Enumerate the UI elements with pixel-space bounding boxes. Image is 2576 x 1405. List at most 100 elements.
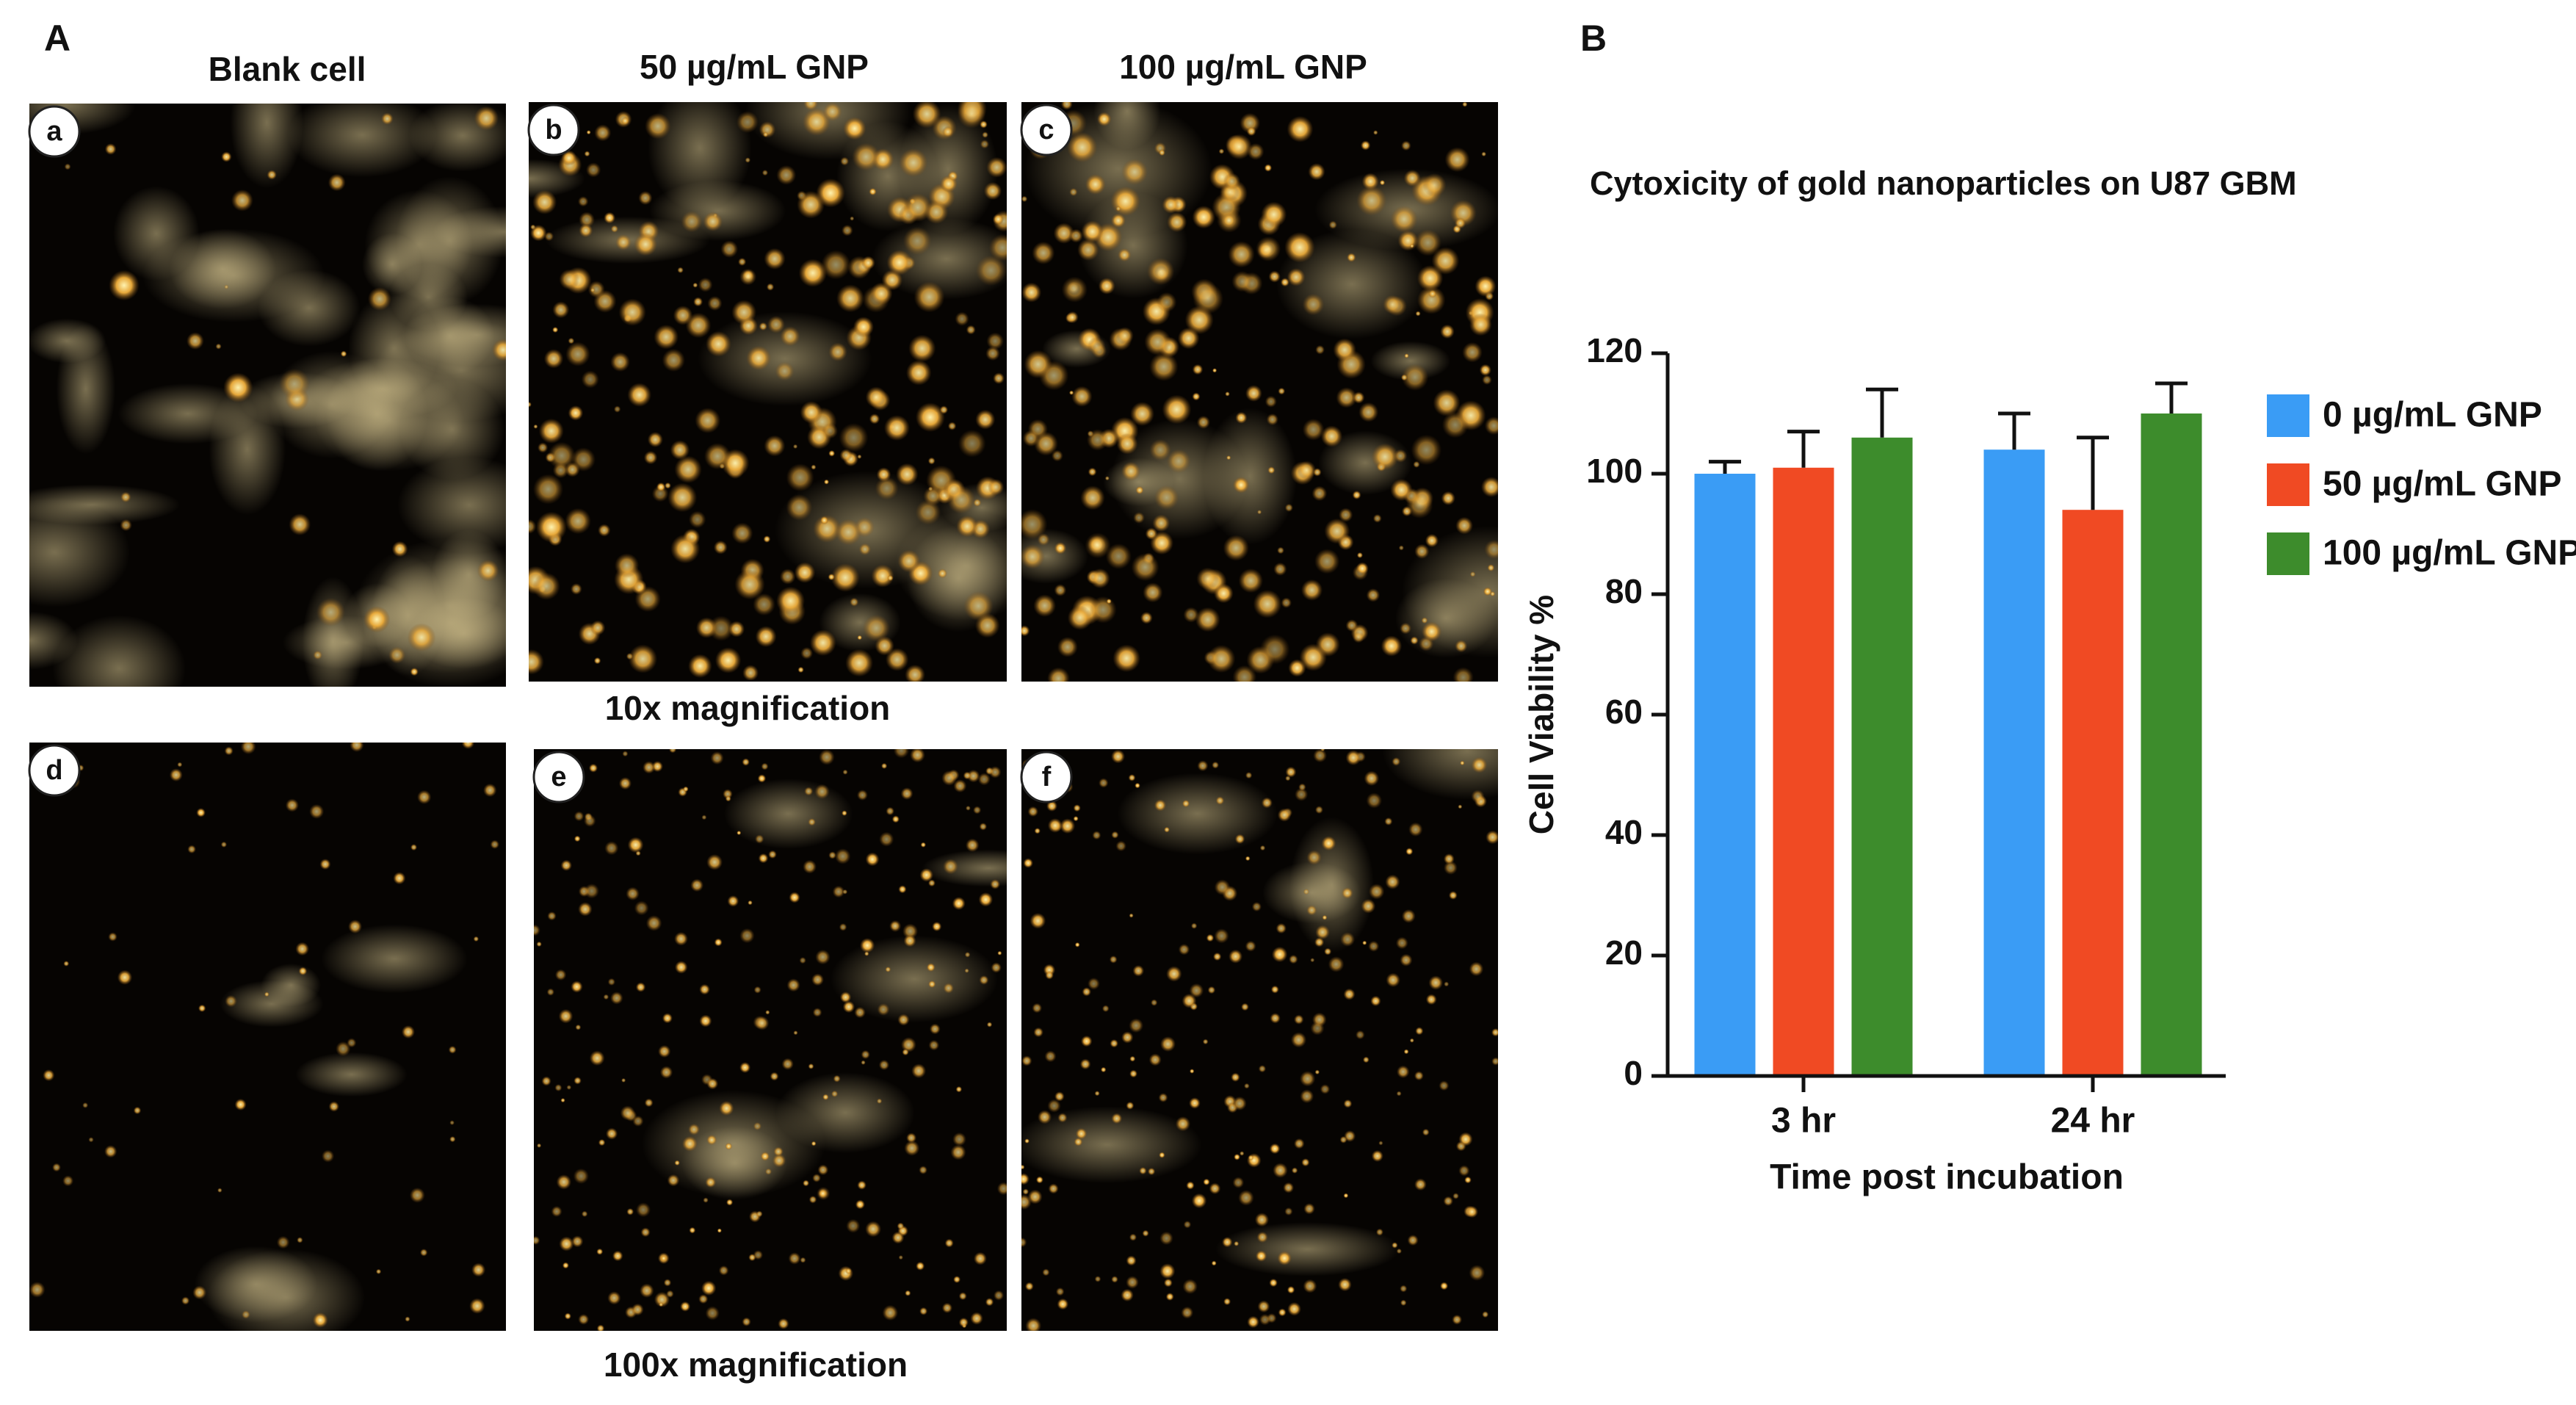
particle <box>1414 1071 1424 1081</box>
particle <box>1452 667 1474 682</box>
particle <box>1150 999 1158 1006</box>
particle <box>1162 195 1180 214</box>
particle <box>662 348 685 372</box>
particle <box>614 553 640 578</box>
particle <box>1256 236 1281 262</box>
particle <box>589 1050 605 1066</box>
particle <box>1321 836 1336 851</box>
particle <box>1024 350 1053 379</box>
particle <box>1298 783 1306 791</box>
particle <box>1047 667 1070 682</box>
particle <box>1343 988 1356 1000</box>
particle <box>535 511 567 543</box>
particle <box>891 815 900 823</box>
particle <box>768 850 777 859</box>
particle <box>1055 1287 1065 1296</box>
particle <box>225 994 237 1008</box>
particle <box>1471 756 1488 773</box>
particle <box>905 1290 911 1296</box>
particle <box>1149 438 1171 461</box>
particle <box>560 1097 565 1103</box>
particle <box>578 902 593 917</box>
particle <box>950 1144 966 1160</box>
particle <box>988 765 1002 779</box>
bar <box>1773 467 1834 1076</box>
particle <box>221 151 232 162</box>
particle <box>328 1101 340 1112</box>
particle <box>319 859 331 870</box>
particle <box>1414 1178 1427 1191</box>
particle <box>1203 1178 1210 1186</box>
micrograph: f <box>1020 749 1498 1331</box>
particle <box>565 342 590 366</box>
particle <box>1290 1032 1307 1048</box>
particle <box>811 1141 817 1146</box>
particle <box>1278 1308 1287 1317</box>
cell-haze <box>1370 341 1451 381</box>
image-label: f <box>1042 762 1052 792</box>
particle <box>659 1302 664 1307</box>
particle <box>532 572 560 600</box>
particle <box>1411 434 1442 466</box>
particle <box>109 270 140 301</box>
particle <box>739 928 755 944</box>
particle <box>869 413 880 425</box>
micrographs: a b c d e f <box>28 102 1498 1331</box>
particle <box>828 342 847 361</box>
particle <box>660 1254 667 1263</box>
particle <box>654 324 679 350</box>
particle <box>822 422 839 439</box>
particle <box>568 337 575 344</box>
particle <box>808 1195 817 1204</box>
particle <box>683 786 689 792</box>
particle <box>1425 994 1437 1005</box>
particle <box>1368 884 1385 900</box>
particle <box>1238 1190 1254 1206</box>
particle <box>1129 1233 1137 1241</box>
particle <box>529 401 532 408</box>
particle <box>703 443 731 470</box>
particle <box>996 1182 1007 1196</box>
particle <box>815 949 831 965</box>
particle <box>560 859 572 871</box>
particle <box>1320 1084 1331 1094</box>
particle <box>775 361 795 381</box>
particle <box>943 859 959 875</box>
micrograph: a <box>28 104 506 687</box>
particle <box>581 370 599 389</box>
particle <box>710 751 724 765</box>
y-tick-label: 100 <box>1586 452 1643 490</box>
particle <box>490 839 500 850</box>
particle <box>781 1058 794 1070</box>
particle <box>596 1324 605 1331</box>
particle <box>893 749 910 759</box>
particle <box>865 852 880 867</box>
particle <box>764 435 786 457</box>
particle <box>1254 1213 1270 1227</box>
particle <box>939 405 949 414</box>
particle <box>861 256 875 270</box>
particle <box>529 649 544 675</box>
chart-title: Cytoxicity of gold nanoparticles on U87 … <box>1590 165 2297 202</box>
particle <box>941 1302 953 1314</box>
particle <box>1246 126 1256 137</box>
particle <box>1074 1137 1083 1146</box>
particle <box>62 1175 74 1187</box>
particle <box>941 126 954 138</box>
particle <box>903 193 933 222</box>
particle <box>1284 503 1294 513</box>
cell-haze <box>1382 749 1498 800</box>
particle <box>1105 543 1132 570</box>
legend-swatch <box>2267 463 2309 506</box>
particle <box>1336 387 1357 408</box>
particle <box>776 165 797 185</box>
particle <box>1303 1203 1315 1215</box>
particle <box>654 1291 670 1308</box>
particle <box>903 934 916 947</box>
y-tick-label: 0 <box>1624 1054 1643 1092</box>
particle <box>1486 830 1498 845</box>
particle <box>897 1222 905 1230</box>
particle <box>1356 185 1387 216</box>
particle <box>1080 485 1105 510</box>
particle <box>1405 848 1414 856</box>
